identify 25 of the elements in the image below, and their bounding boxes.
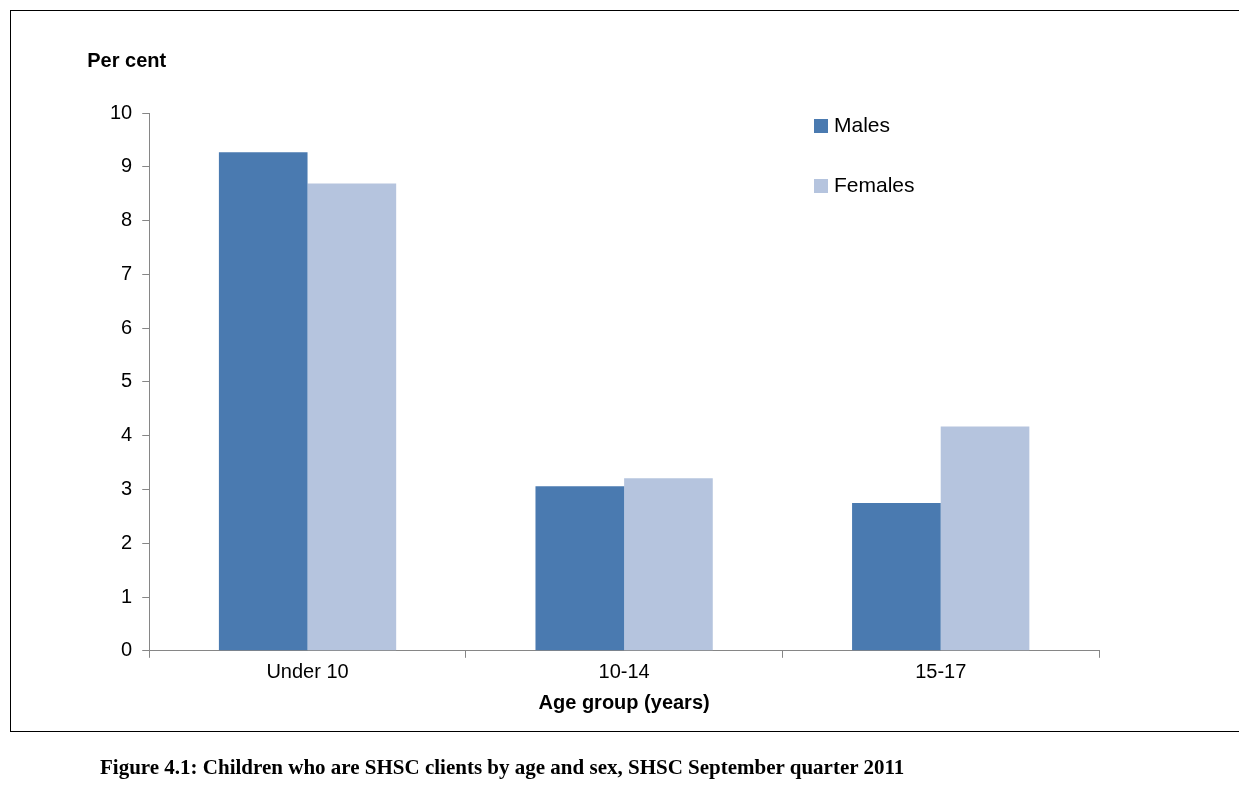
- x-tick-label: Under 10: [266, 660, 349, 683]
- x-axis-title: Age group (years): [538, 691, 710, 714]
- y-tick-label: 8: [121, 208, 133, 231]
- bar: [940, 426, 1030, 651]
- x-tick-label: 15-17: [915, 660, 967, 683]
- y-tick-label: 10: [110, 100, 133, 123]
- bar: [218, 152, 308, 651]
- y-axis-title: Per cent: [87, 48, 167, 71]
- legend-label: Females: [834, 172, 915, 196]
- y-tick-label: 3: [121, 476, 133, 499]
- y-tick-label: 6: [121, 315, 133, 338]
- bar: [624, 478, 713, 651]
- text: Figure 4.1: Children who are SHSC clients by age and sex, SHSC September quarter 2011: [100, 754, 905, 779]
- y-tick-label: 0: [121, 638, 133, 661]
- x-tick-label: 10-14: [598, 660, 650, 683]
- y-tick-label: 2: [121, 530, 133, 553]
- bar: [852, 502, 941, 651]
- legend-label: Males: [834, 112, 891, 136]
- bar: [307, 183, 397, 651]
- bar: [535, 486, 625, 651]
- y-tick-label: 9: [121, 154, 133, 177]
- y-tick-label: 1: [121, 584, 133, 607]
- y-tick-label: 4: [121, 423, 133, 446]
- y-tick-label: 5: [121, 369, 133, 392]
- y-tick-label: 7: [121, 261, 133, 284]
